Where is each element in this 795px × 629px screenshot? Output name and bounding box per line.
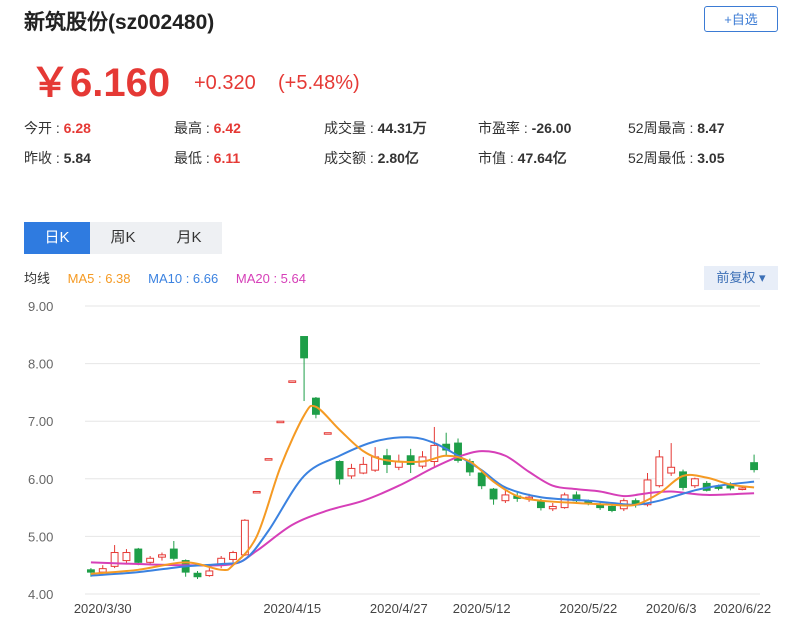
- ma-legend: 均线 MA5 : 6.38 MA10 : 6.66 MA20 : 5.64: [24, 268, 320, 287]
- candle-body: [193, 572, 202, 578]
- candle-body: [229, 552, 237, 560]
- candle-body: [548, 505, 557, 510]
- ma5-line: [90, 404, 755, 575]
- price-change: +0.320: [194, 72, 256, 94]
- stat-value: 2.80亿: [377, 150, 419, 166]
- x-tick-label: 2020/4/15: [263, 601, 321, 616]
- candle-body: [738, 487, 747, 491]
- candle-body: [359, 463, 368, 474]
- stat-item: 市值 : 47.64亿: [478, 148, 567, 168]
- stat-label: 市值 :: [478, 150, 518, 166]
- stat-item: 最低 : 6.11: [174, 148, 240, 168]
- stat-item: 昨收 : 5.84: [24, 148, 91, 168]
- candle-body: [714, 486, 723, 489]
- stat-label: 52周最高 :: [628, 120, 698, 136]
- x-tick-label: 2020/5/22: [559, 601, 617, 616]
- stat-value: 8.47: [697, 120, 725, 136]
- stat-value: 5.84: [63, 150, 91, 166]
- candle-body: [406, 455, 415, 465]
- tab-weekly-k[interactable]: 周K: [110, 229, 136, 246]
- stat-label: 最低 :: [174, 150, 214, 166]
- ma5-legend: MA5 : 6.38: [67, 271, 131, 286]
- stat-label: 市盈率 :: [478, 120, 532, 136]
- period-tabs: 日K 周K 月K: [24, 222, 222, 254]
- stock-title: 新筑股份(sz002480): [24, 11, 215, 34]
- candle-body: [667, 466, 676, 474]
- stat-label: 今开 :: [24, 120, 64, 136]
- price-change-percent: (+5.48%): [278, 72, 360, 94]
- candle-body: [335, 461, 344, 480]
- add-watchlist-button[interactable]: +自选: [704, 6, 778, 32]
- candle-body: [679, 471, 687, 488]
- candle-body: [347, 467, 356, 477]
- stat-item: 52周最高 : 8.47: [628, 118, 725, 138]
- y-tick-label: 9.00: [28, 299, 53, 314]
- candle-body: [608, 505, 616, 511]
- candle-body: [205, 570, 214, 577]
- candle-body: [750, 462, 759, 471]
- candle-body: [536, 501, 545, 509]
- candle-body: [276, 420, 285, 424]
- candle-body: [323, 432, 332, 435]
- stat-value: 6.28: [63, 120, 91, 136]
- stat-label: 成交量 :: [324, 120, 378, 136]
- candle-body: [252, 490, 261, 494]
- stat-value: -26.00: [531, 120, 572, 136]
- current-price: ￥6.160: [30, 61, 171, 105]
- candle-body: [489, 488, 498, 500]
- adjust-dropdown[interactable]: 前复权 ▾: [704, 266, 778, 290]
- stat-value: 3.05: [697, 150, 725, 166]
- x-tick-label: 2020/3/30: [74, 601, 132, 616]
- stat-value: 44.31万: [377, 120, 427, 136]
- stat-label: 最高 :: [174, 120, 214, 136]
- candle-body: [300, 336, 309, 359]
- stat-item: 成交量 : 44.31万: [324, 118, 427, 138]
- y-tick-label: 5.00: [28, 529, 53, 544]
- candle-body: [86, 569, 95, 573]
- candle-body: [110, 552, 119, 567]
- candle-body: [146, 557, 155, 563]
- candle-body: [288, 380, 297, 383]
- tab-daily-k[interactable]: 日K: [24, 222, 90, 254]
- ma10-legend: MA10 : 6.66: [148, 271, 219, 286]
- stat-item: 今开 : 6.28: [24, 118, 91, 138]
- tab-monthly-k[interactable]: 月K: [176, 229, 202, 246]
- y-tick-label: 4.00: [28, 587, 53, 602]
- adjust-label: 前复权: [716, 270, 756, 285]
- stat-label: 昨收 :: [24, 150, 64, 166]
- y-tick-label: 7.00: [28, 414, 53, 429]
- ma-label: 均线: [24, 271, 51, 286]
- ma20-legend: MA20 : 5.64: [235, 271, 306, 286]
- stat-value: 47.64亿: [517, 150, 567, 166]
- candle-body: [430, 444, 439, 463]
- stat-label: 成交额 :: [324, 150, 378, 166]
- y-tick-label: 8.00: [28, 357, 53, 372]
- candle-body: [501, 494, 510, 502]
- candle-body: [98, 568, 107, 573]
- stat-item: 最高 : 6.42: [174, 118, 241, 138]
- candle-body: [454, 442, 462, 461]
- candle-body: [655, 456, 664, 487]
- x-tick-label: 2020/6/22: [713, 601, 771, 616]
- y-tick-label: 6.00: [28, 472, 53, 487]
- x-tick-label: 2020/5/12: [453, 601, 511, 616]
- stat-item: 52周最低 : 3.05: [628, 148, 725, 168]
- x-tick-label: 2020/4/27: [370, 601, 428, 616]
- stat-label: 52周最低 :: [628, 150, 698, 166]
- stat-value: 6.11: [213, 150, 241, 166]
- candle-body: [726, 485, 735, 489]
- x-tick-label: 2020/6/3: [646, 601, 697, 616]
- candle-body: [264, 458, 273, 461]
- stat-value: 6.42: [213, 120, 241, 136]
- candle-body: [122, 552, 131, 562]
- stat-item: 成交额 : 2.80亿: [324, 148, 419, 168]
- candle-body: [477, 472, 486, 487]
- candle-body: [134, 548, 143, 563]
- candle-body: [690, 478, 699, 487]
- candle-body: [169, 548, 178, 559]
- dropdown-arrow-icon: ▾: [759, 270, 766, 285]
- candle-body: [158, 554, 166, 558]
- stat-item: 市盈率 : -26.00: [478, 118, 571, 138]
